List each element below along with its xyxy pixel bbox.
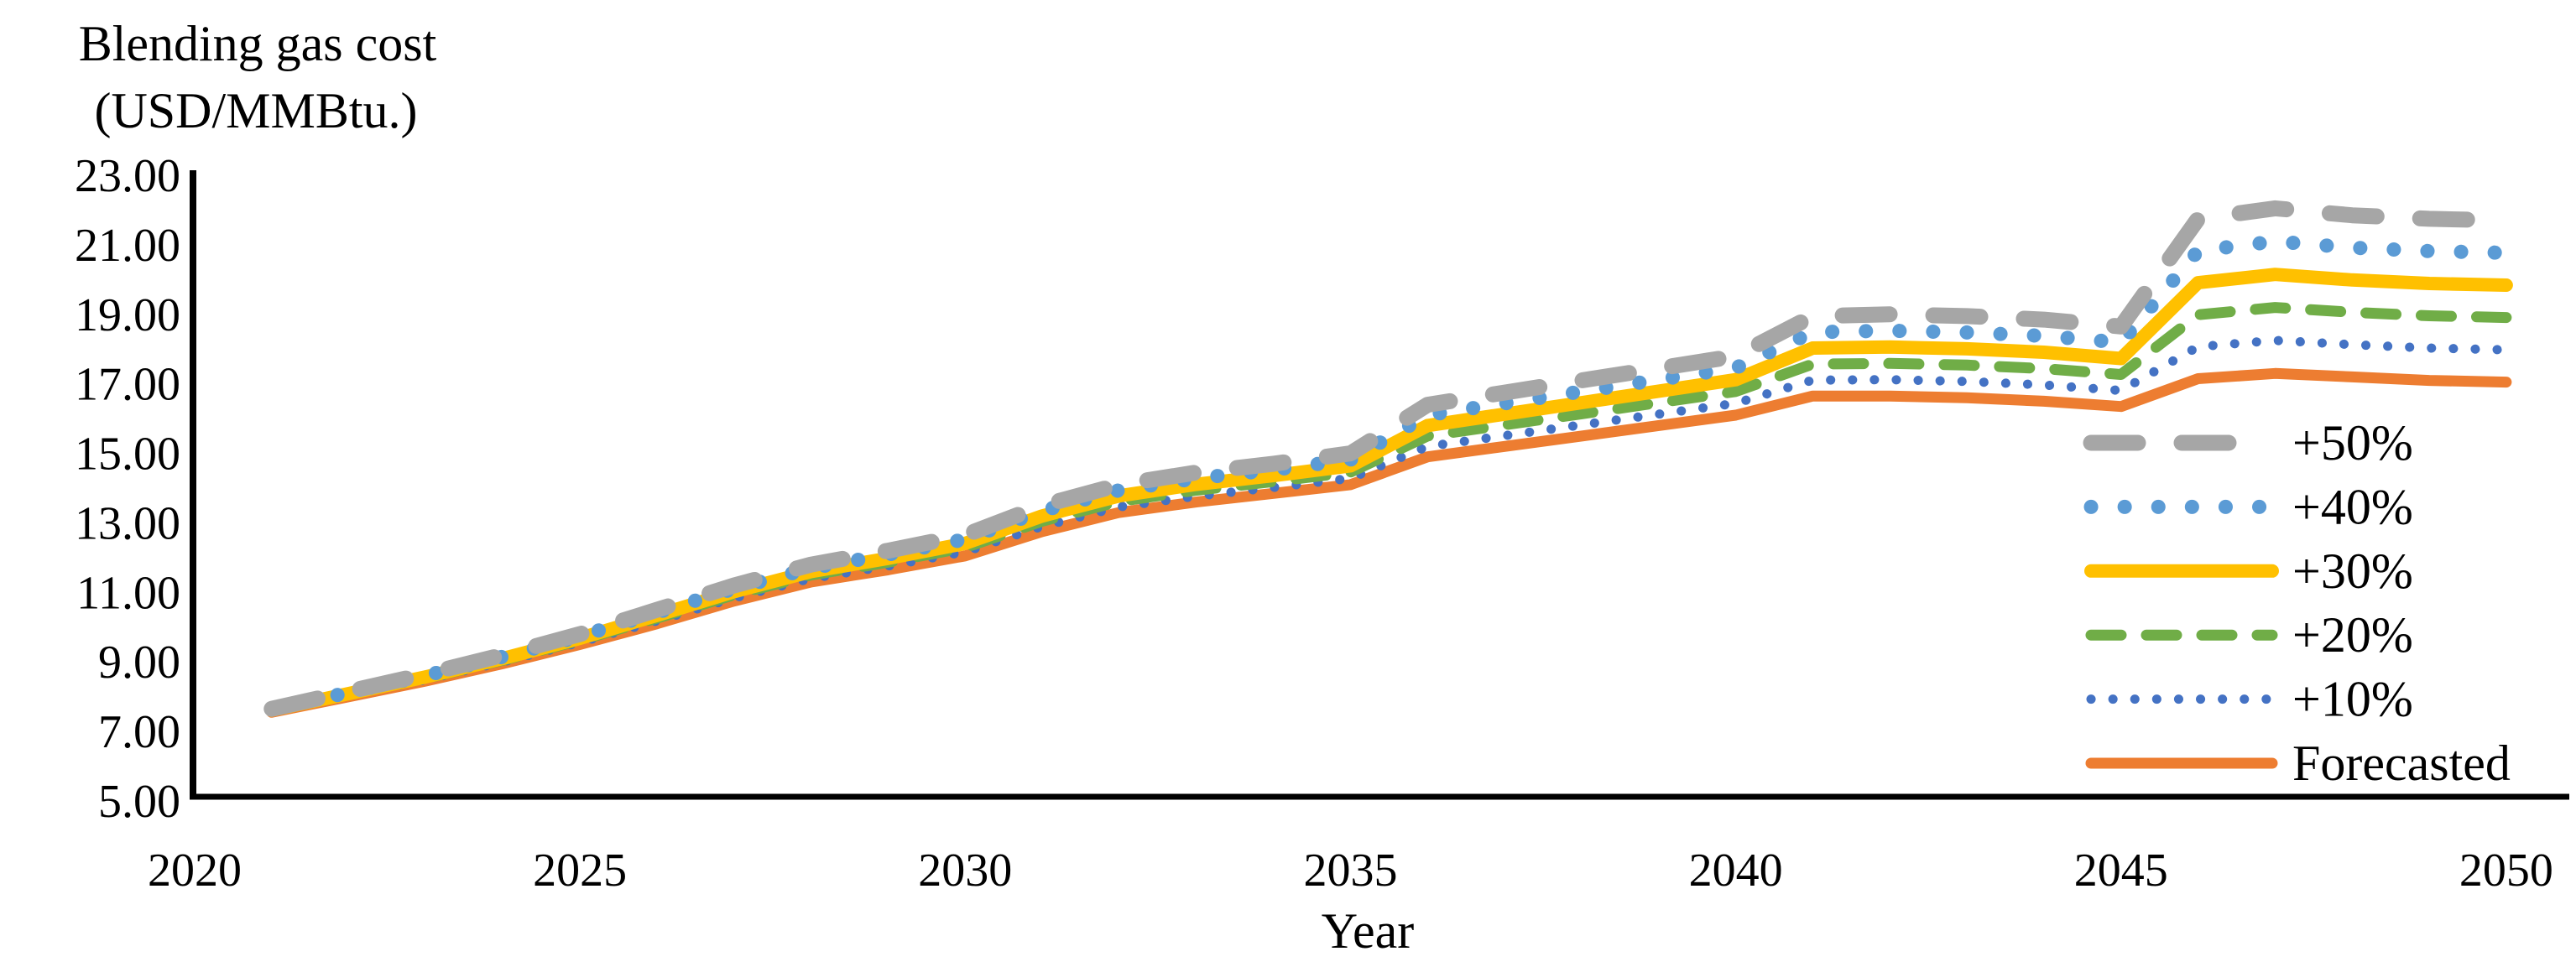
series-lines — [263, 200, 2515, 718]
y-tick-label: 9.00 — [98, 637, 180, 689]
y-tick-label: 23.00 — [75, 150, 180, 202]
x-axis-tick-labels: 2020 2025 2030 2035 2040 2045 2050 — [148, 845, 2553, 897]
x-axis-title: Year — [1322, 903, 1415, 959]
x-tick-label: 2045 — [2074, 845, 2168, 897]
y-tick-label: 19.00 — [75, 289, 180, 341]
legend-label: Forecasted — [2292, 736, 2511, 791]
x-tick-label: 2020 — [148, 845, 242, 897]
series-line-20 — [266, 302, 2512, 717]
legend-item-50: +50% — [2083, 415, 2413, 471]
series-line-10 — [267, 335, 2511, 716]
legend-label: +20% — [2292, 607, 2413, 663]
legend-label: +40% — [2292, 479, 2413, 534]
legend-item-40: +40% — [2083, 479, 2413, 534]
y-tick-label: 13.00 — [75, 497, 180, 549]
chart-title-line1: Blending gas cost — [79, 16, 437, 71]
x-tick-label: 2025 — [533, 845, 627, 897]
legend-item-20: +20% — [2085, 607, 2413, 663]
legend-item-forecasted: Forecasted — [2085, 736, 2511, 791]
x-tick-label: 2030 — [918, 845, 1012, 897]
x-tick-label: 2040 — [1689, 845, 1783, 897]
x-tick-label: 2035 — [1303, 845, 1397, 897]
y-tick-label: 5.00 — [98, 776, 180, 828]
y-tick-label: 17.00 — [75, 359, 180, 411]
legend-item-10: +10% — [2086, 672, 2413, 727]
legend-item-30: +30% — [2084, 543, 2413, 599]
legend-label: +10% — [2292, 672, 2413, 727]
legend-label: +50% — [2292, 415, 2413, 471]
y-tick-label: 21.00 — [75, 220, 180, 272]
legend-label: +30% — [2292, 543, 2413, 599]
series-line-40 — [264, 234, 2514, 717]
chart-title-line2: (USD/MMBtu.) — [94, 83, 417, 138]
y-tick-label: 7.00 — [98, 706, 180, 758]
x-tick-label: 2050 — [2459, 845, 2553, 897]
series-line-forecasted — [266, 367, 2512, 718]
y-tick-label: 11.00 — [76, 567, 180, 619]
y-tick-label: 15.00 — [75, 429, 180, 481]
legend: +50% +40% +30% +20% +10% Forecasted — [2083, 415, 2511, 791]
series-line-50 — [263, 200, 2515, 717]
y-axis-tick-labels: 23.00 21.00 19.00 17.00 15.00 13.00 11.00 9.00 7… — [75, 150, 180, 828]
